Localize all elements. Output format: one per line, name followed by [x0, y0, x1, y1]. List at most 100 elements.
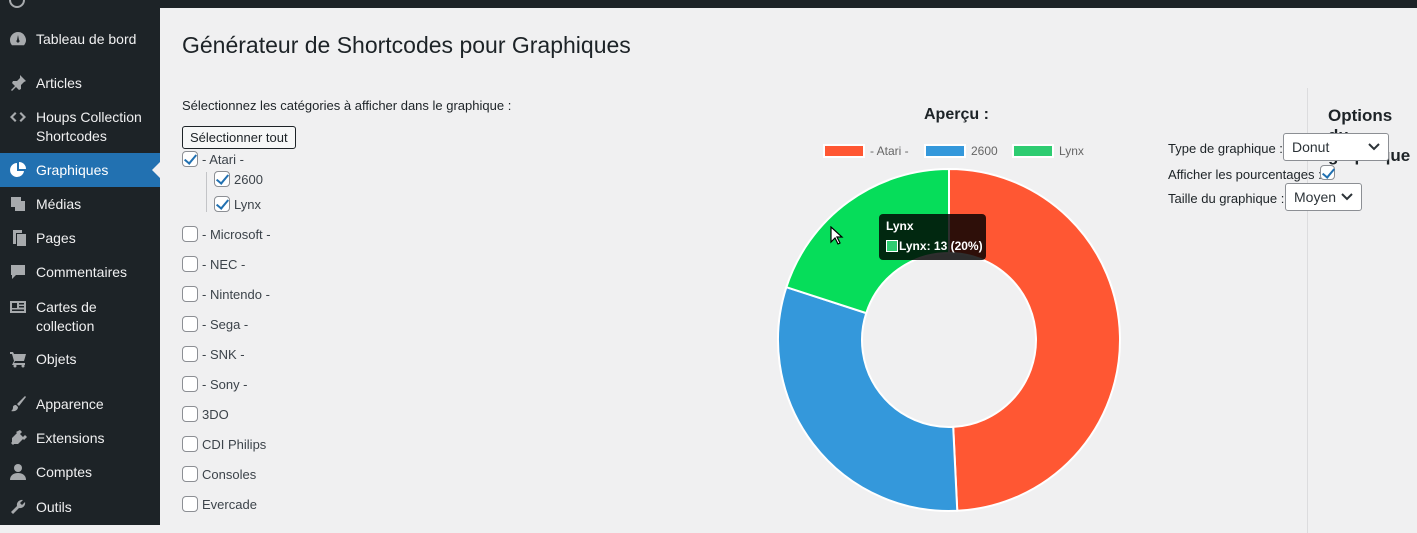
- sidebar-item[interactable]: Pages: [0, 229, 160, 251]
- category-checkbox[interactable]: [214, 196, 230, 212]
- sidebar-item[interactable]: Commentaires: [0, 263, 160, 285]
- sidebar-item-label: Apparence: [36, 396, 104, 412]
- wrench-icon: [11, 499, 26, 514]
- category-label: - NEC -: [202, 257, 246, 272]
- pin-icon: [11, 75, 26, 91]
- category-checkbox[interactable]: [182, 496, 198, 512]
- pie-chart-icon: [10, 162, 26, 177]
- category-label: Evercade: [202, 497, 257, 512]
- donut-slice[interactable]: [777, 285, 959, 512]
- category-label: 3DO: [202, 407, 229, 422]
- id-card-icon: [10, 301, 26, 313]
- sidebar-item-label: Extensions: [36, 430, 105, 446]
- chart-size-value: Moyen: [1294, 189, 1337, 205]
- mouse-cursor-icon: [830, 226, 844, 245]
- legend-label[interactable]: - Atari -: [870, 144, 909, 158]
- media-icon: [11, 197, 25, 211]
- chart-size-select[interactable]: Moyen: [1285, 183, 1362, 211]
- sidebar-item[interactable]: Objets: [0, 350, 160, 372]
- category-label: - Nintendo -: [202, 287, 270, 302]
- chevron-down-icon: [1368, 143, 1380, 151]
- chart-size-label: Taille du graphique :: [1168, 191, 1285, 206]
- category-label: - Sony -: [202, 377, 248, 392]
- category-checkbox[interactable]: [182, 286, 198, 302]
- sidebar-item[interactable]: Articles: [0, 74, 160, 96]
- chart-type-label: Type de graphique :: [1168, 141, 1283, 156]
- sidebar-item-label: Commentaires: [36, 264, 128, 280]
- category-checkbox[interactable]: [182, 376, 198, 392]
- chart-tooltip: Lynx Lynx: 13 (20%): [879, 214, 986, 260]
- sidebar-item[interactable]: Extensions: [0, 429, 160, 451]
- category-checkbox[interactable]: [182, 226, 198, 242]
- admin-bar: [0, 0, 1417, 8]
- sidebar-item[interactable]: Tableau de bord: [0, 30, 160, 52]
- donut-chart: - Atari - 2600 Lynx: [777, 144, 1121, 512]
- category-label: - Atari -: [202, 152, 244, 167]
- sidebar-item-label: Outils: [36, 499, 72, 515]
- category-label: - Microsoft -: [202, 227, 271, 242]
- code-icon: [10, 112, 26, 122]
- sidebar-item[interactable]: Médias: [0, 195, 160, 217]
- legend-label[interactable]: 2600: [971, 144, 998, 158]
- category-label: Consoles: [202, 467, 257, 482]
- show-percentages-checkbox[interactable]: [1320, 165, 1335, 180]
- sidebar-item-label: Pages: [36, 230, 76, 246]
- category-instructions: Sélectionnez les catégories à afficher d…: [182, 98, 512, 113]
- category-checkbox[interactable]: [214, 171, 230, 187]
- chevron-down-icon: [1341, 193, 1353, 201]
- options-divider: [1307, 88, 1308, 533]
- category-checkbox[interactable]: [182, 316, 198, 332]
- main-content: Générateur de Shortcodes pour Graphiques…: [160, 8, 1417, 533]
- sidebar-item-label: Tableau de bord: [36, 31, 137, 47]
- category-checkbox[interactable]: [182, 346, 198, 362]
- category-checkbox[interactable]: [182, 436, 198, 452]
- chart-type-value: Donut: [1292, 139, 1330, 155]
- sidebar-item[interactable]: Comptes: [0, 463, 160, 485]
- category-checkbox[interactable]: [182, 151, 198, 167]
- legend-label[interactable]: Lynx: [1059, 144, 1084, 158]
- sidebar-item[interactable]: Houps Collection Shortcodes: [0, 108, 160, 148]
- page-title: Générateur de Shortcodes pour Graphiques: [182, 32, 631, 58]
- category-checkbox[interactable]: [182, 256, 198, 272]
- dashboard-icon: [10, 32, 26, 46]
- brush-icon: [11, 396, 26, 412]
- sidebar-item[interactable]: Cartes de collection: [0, 298, 160, 338]
- preview-title: Aperçu :: [924, 106, 989, 123]
- sidebar-item-label: Objets: [36, 351, 77, 367]
- comment-icon: [11, 265, 25, 279]
- sidebar-item-label: Cartes de collection: [36, 299, 97, 334]
- category-label: 2600: [234, 172, 263, 187]
- admin-sidebar: Tableau de bord Articles Houps Collection …: [0, 0, 160, 525]
- tooltip-body: Lynx: 13 (20%): [899, 239, 983, 253]
- legend-swatch[interactable]: [1012, 144, 1054, 158]
- sidebar-item-label: Médias: [36, 196, 82, 212]
- sidebar-item-label: Houps Collection Shortcodes: [36, 109, 142, 144]
- sidebar-item-label: Comptes: [36, 464, 93, 480]
- category-label: - Sega -: [202, 317, 249, 332]
- legend-swatch[interactable]: [823, 144, 865, 158]
- tooltip-color-swatch: [886, 240, 898, 252]
- sidebar-item-label: Articles: [36, 75, 82, 91]
- sidebar-item[interactable]: Outils: [0, 498, 160, 520]
- show-percentages-label: Afficher les pourcentages :: [1168, 167, 1322, 182]
- category-checkbox[interactable]: [182, 406, 198, 422]
- user-icon: [10, 464, 26, 480]
- category-checkbox[interactable]: [182, 466, 198, 482]
- cart-icon: [10, 352, 26, 368]
- wordpress-logo-icon[interactable]: [9, 0, 25, 8]
- chart-type-select[interactable]: Donut: [1283, 133, 1389, 161]
- legend-swatch[interactable]: [924, 144, 966, 158]
- sidebar-item[interactable]: Graphiques: [0, 153, 160, 187]
- sidebar-item-label: Graphiques: [36, 162, 109, 178]
- select-all-button[interactable]: Sélectionner tout: [182, 126, 296, 149]
- donut-slice[interactable]: [785, 167, 950, 315]
- pages-icon: [13, 230, 26, 246]
- sidebar-item[interactable]: Apparence: [0, 395, 160, 417]
- category-label: CDI Philips: [202, 437, 267, 452]
- category-label: Lynx: [234, 197, 261, 212]
- donut-slice[interactable]: [948, 167, 1121, 512]
- tooltip-title: Lynx: [886, 219, 914, 233]
- category-label: - SNK -: [202, 347, 245, 362]
- plugin-icon: [11, 430, 27, 445]
- category-tree-line: [206, 172, 207, 212]
